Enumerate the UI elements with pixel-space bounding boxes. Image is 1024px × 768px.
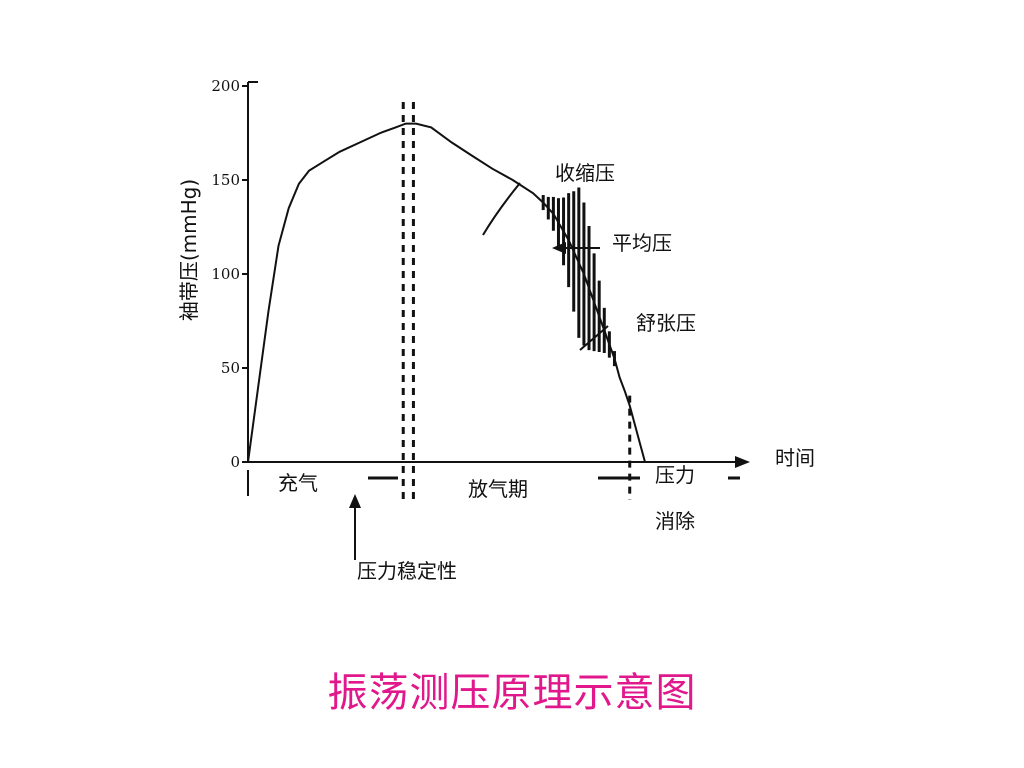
diastolic-arrow xyxy=(579,325,609,351)
systolic-arrow xyxy=(482,182,521,236)
inflate-label: 充气 xyxy=(278,471,318,495)
y-tick-label: 150 xyxy=(211,171,240,189)
y-tick-label: 0 xyxy=(230,453,240,471)
mean-label: 平均压 xyxy=(612,231,672,255)
y-axis-label: 袖带压(mmHg) xyxy=(177,179,201,321)
phase-bar xyxy=(247,470,740,496)
cuff-pressure-curve xyxy=(247,122,646,463)
release-label-line1: 压力 xyxy=(655,463,695,487)
diastolic-label: 舒张压 xyxy=(636,311,696,335)
y-ticks: 0 50 100 150 200 xyxy=(211,77,248,471)
y-tick-label: 200 xyxy=(211,77,240,95)
figure-caption: 振荡测压原理示意图 xyxy=(327,670,697,716)
mean-arrowhead xyxy=(552,242,566,254)
x-axis-arrowhead xyxy=(735,456,750,468)
systolic-label: 收缩压 xyxy=(555,161,615,185)
stability-arrowhead xyxy=(349,494,361,508)
y-tick-label: 100 xyxy=(211,265,240,283)
release-label-line2: 消除 xyxy=(655,509,695,533)
y-tick-label: 50 xyxy=(221,359,240,377)
x-axis-label: 时间 xyxy=(775,446,815,470)
series-group xyxy=(247,122,646,463)
stability-label: 压力稳定性 xyxy=(357,559,457,583)
deflate-label: 放气期 xyxy=(468,477,528,501)
phase-markers xyxy=(401,102,632,500)
